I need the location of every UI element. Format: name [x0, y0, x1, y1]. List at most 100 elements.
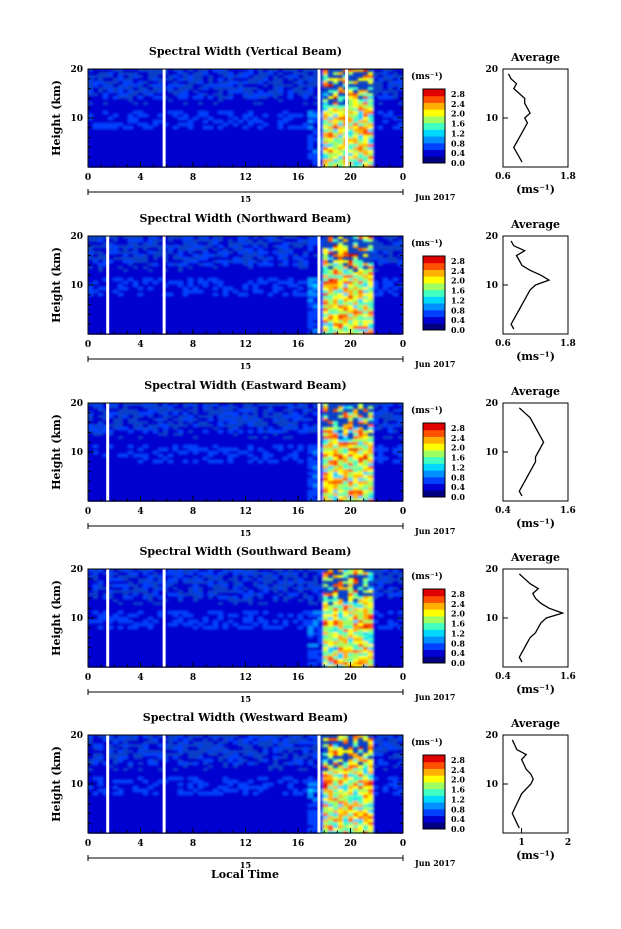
heatmap-cell: [158, 311, 163, 314]
heatmap-cell: [208, 72, 213, 75]
heatmap-cell: [343, 463, 348, 466]
heatmap-cell: [248, 111, 253, 114]
heatmap-cell: [203, 430, 208, 433]
heatmap-cell: [183, 144, 188, 147]
heatmap-cell: [168, 406, 173, 409]
heatmap-cell: [223, 308, 228, 311]
heatmap-cell: [148, 254, 153, 257]
heatmap-cell: [343, 326, 348, 329]
heatmap-cell: [143, 135, 148, 138]
heatmap-cell: [333, 409, 338, 412]
heatmap-cell: [93, 445, 98, 448]
heatmap-cell: [93, 293, 98, 296]
heatmap-cell: [223, 254, 228, 257]
heatmap-cell: [298, 135, 303, 138]
heatmap-cell: [358, 466, 363, 469]
heatmap-cell: [248, 439, 253, 442]
heatmap-cell: [223, 320, 228, 323]
heatmap-cell: [228, 138, 233, 141]
heatmap-cell: [228, 281, 233, 284]
heatmap-cell: [248, 99, 253, 102]
heatmap-cell: [293, 120, 298, 123]
heatmap-cell: [243, 78, 248, 81]
heatmap-cell: [153, 96, 158, 99]
heatmap-cell: [388, 96, 393, 99]
heatmap-cell: [148, 138, 153, 141]
heatmap-cell: [328, 433, 333, 436]
heatmap-cell: [128, 123, 133, 126]
heatmap-cell: [93, 421, 98, 424]
heatmap-cell: [313, 415, 318, 418]
heatmap-cell: [343, 454, 348, 457]
heatmap-cell: [198, 138, 203, 141]
heatmap-cell: [213, 135, 218, 138]
heatmap-cell: [223, 147, 228, 150]
heatmap-cell: [193, 236, 198, 239]
heatmap-cell: [113, 329, 118, 332]
heatmap-cell: [103, 144, 108, 147]
heatmap-cell: [243, 284, 248, 287]
heatmap-cell: [203, 78, 208, 81]
heatmap-cell: [373, 454, 378, 457]
heatmap-cell: [348, 317, 353, 320]
heatmap-cell: [193, 96, 198, 99]
heatmap-cell: [203, 412, 208, 415]
heatmap-cell: [128, 281, 133, 284]
heatmap-cell: [263, 466, 268, 469]
heatmap-cell: [323, 81, 328, 84]
heatmap-cell: [138, 156, 143, 159]
heatmap-cell: [118, 263, 123, 266]
heatmap-cell: [148, 251, 153, 254]
heatmap-cell: [243, 99, 248, 102]
heatmap-cell: [98, 96, 103, 99]
heatmap-cell: [293, 159, 298, 162]
heatmap-cell: [193, 448, 198, 451]
heatmap-cell: [308, 251, 313, 254]
heatmap-cell: [188, 326, 193, 329]
heatmap-cell: [238, 132, 243, 135]
heatmap-cell: [238, 299, 243, 302]
heatmap-cell: [178, 105, 183, 108]
heatmap-cell: [193, 102, 198, 105]
heatmap-cell: [123, 117, 128, 120]
heatmap-cell: [193, 424, 198, 427]
heatmap-cell: [218, 320, 223, 323]
heatmap-cell: [283, 302, 288, 305]
heatmap-cell: [293, 320, 298, 323]
heatmap-cell: [173, 111, 178, 114]
heatmap-cell: [193, 263, 198, 266]
heatmap-cell: [143, 278, 148, 281]
heatmap-cell: [263, 78, 268, 81]
x-tick-label: 0: [85, 340, 91, 350]
heatmap-cell: [273, 257, 278, 260]
heatmap-cell: [108, 147, 113, 150]
heatmap-cell: [183, 251, 188, 254]
heatmap-cell: [308, 463, 313, 466]
heatmap-cell: [148, 469, 153, 472]
heatmap-cell: [203, 460, 208, 463]
heatmap-cell: [393, 403, 398, 406]
heatmap-cell: [348, 323, 353, 326]
heatmap-cell: [253, 129, 258, 132]
heatmap-cell: [393, 78, 398, 81]
heatmap-cell: [203, 81, 208, 84]
heatmap-cell: [363, 463, 368, 466]
heatmap-cell: [253, 418, 258, 421]
heatmap-cell: [148, 281, 153, 284]
heatmap-cell: [303, 326, 308, 329]
heatmap-cell: [363, 254, 368, 257]
heatmap-cell: [243, 466, 248, 469]
heatmap-cell: [143, 451, 148, 454]
heatmap-cell: [168, 323, 173, 326]
heatmap-cell: [208, 323, 213, 326]
heatmap-cell: [123, 469, 128, 472]
heatmap-cell: [303, 463, 308, 466]
heatmap-cell: [328, 421, 333, 424]
heatmap-cell: [338, 320, 343, 323]
heatmap-cell: [298, 96, 303, 99]
heatmap-cell: [143, 314, 148, 317]
heatmap-cell: [223, 135, 228, 138]
heatmap-cell: [353, 260, 358, 263]
heatmap-cell: [278, 445, 283, 448]
heatmap-cell: [398, 287, 403, 290]
